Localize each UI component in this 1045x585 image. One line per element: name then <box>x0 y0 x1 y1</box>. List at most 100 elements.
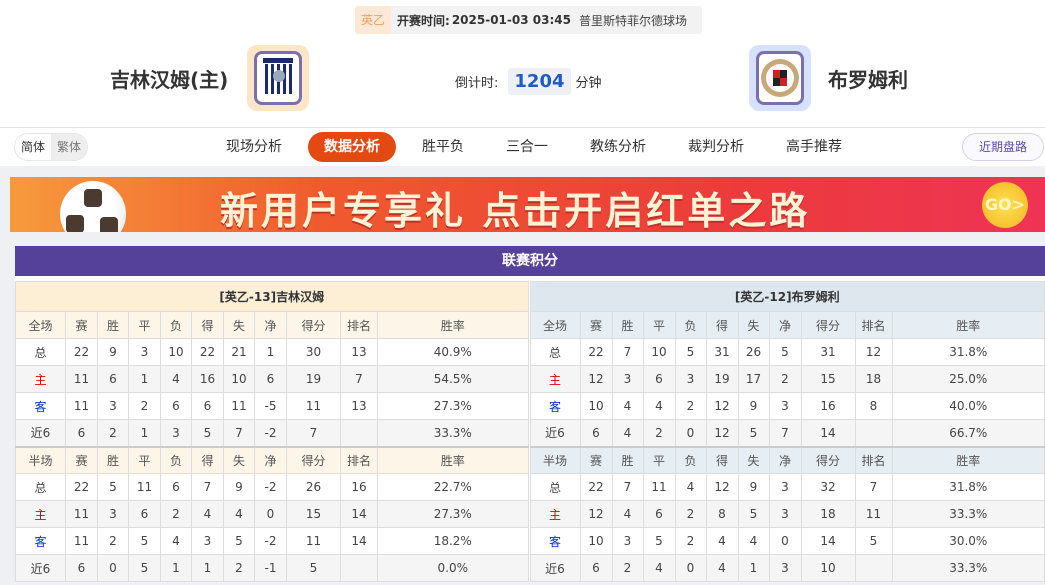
divider <box>0 127 1045 128</box>
tab-coach-analysis[interactable]: 教练分析 <box>590 139 646 155</box>
stat-cell: 3 <box>768 554 802 582</box>
stat-cell: 14 <box>800 527 856 555</box>
stat-cell: 7 <box>854 473 893 501</box>
stat-cell: 16 <box>340 473 378 501</box>
stat-cell: 6 <box>642 500 676 528</box>
stat-cell: 6 <box>642 365 676 393</box>
row-label: 客 <box>529 392 581 420</box>
tab-win-draw-loss[interactable]: 胜平负 <box>422 139 464 155</box>
tab-three-in-one[interactable]: 三合一 <box>506 139 548 155</box>
column-header: 得 <box>705 311 739 339</box>
stat-cell: 30 <box>286 338 341 366</box>
tab-referee-analysis[interactable]: 裁判分析 <box>688 139 744 155</box>
stat-cell <box>854 419 893 447</box>
standings-title: 联赛积分 <box>15 246 1045 276</box>
stat-cell: 11 <box>286 527 341 555</box>
stat-cell: 12 <box>579 500 613 528</box>
stat-cell: -5 <box>254 392 287 420</box>
stat-cell: 3 <box>768 392 802 420</box>
row-label: 近6 <box>15 419 66 447</box>
stat-cell: 33.3% <box>891 500 1045 528</box>
stat-cell: 2 <box>768 365 802 393</box>
stat-cell: 2 <box>611 554 644 582</box>
tab-data-analysis[interactable]: 数据分析 <box>308 132 396 162</box>
stat-cell: 10 <box>800 554 856 582</box>
tab-live-analysis[interactable]: 现场分析 <box>226 139 282 155</box>
stat-cell: 1 <box>128 365 161 393</box>
stat-cell: 10 <box>642 338 676 366</box>
soccer-ball-icon <box>60 181 126 232</box>
home-team-logo[interactable] <box>247 45 309 111</box>
stat-cell: 18 <box>800 500 856 528</box>
column-header: 全场 <box>15 311 66 339</box>
column-header: 平 <box>642 311 676 339</box>
stat-cell: 11 <box>65 365 98 393</box>
column-header: 半场 <box>15 445 66 474</box>
stat-cell: 1 <box>160 554 192 582</box>
column-header: 全场 <box>529 311 581 339</box>
team-standings-header: [英乙-13]吉林汉姆 <box>15 281 529 312</box>
column-header: 负 <box>674 311 707 339</box>
column-header: 平 <box>642 445 676 474</box>
stat-cell: 7 <box>611 338 644 366</box>
stat-cell <box>340 554 378 582</box>
stat-cell: 31.8% <box>891 473 1045 501</box>
kickoff-label: 开赛时间: <box>397 13 450 28</box>
tab-expert-picks[interactable]: 高手推荐 <box>786 139 842 155</box>
lang-simplified[interactable]: 简体 <box>15 134 52 160</box>
table-row: 近6 6 2 1 3 5 7 -2 7 33.3% <box>15 419 529 447</box>
home-team-name[interactable]: 吉林汉姆(主) <box>110 68 229 92</box>
lang-traditional[interactable]: 繁体 <box>51 134 88 160</box>
stat-cell: 5 <box>191 419 224 447</box>
stat-cell: 22 <box>579 473 613 501</box>
column-header: 排名 <box>854 311 893 339</box>
stat-cell: 10 <box>223 365 255 393</box>
league-badge[interactable]: 英乙 <box>355 6 392 34</box>
column-header: 平 <box>128 311 161 339</box>
team-standings-header: [英乙-12]布罗姆利 <box>529 281 1045 312</box>
stat-cell: 4 <box>223 500 255 528</box>
stat-cell: 11 <box>128 473 161 501</box>
stat-cell: 22.7% <box>377 473 529 501</box>
row-label: 总 <box>529 473 581 501</box>
column-header: 得分 <box>800 311 856 339</box>
row-label: 总 <box>15 473 66 501</box>
recent-odds-button[interactable]: 近期盘路 <box>962 133 1044 161</box>
stat-cell: 12 <box>705 473 739 501</box>
stat-cell: 11 <box>286 392 341 420</box>
promo-banner[interactable]: 新用户专享礼 点击开启红单之路 GO> <box>10 177 1045 232</box>
stat-cell: 5 <box>854 527 893 555</box>
table-row: 近6 6 2 4 0 4 1 3 10 33.3% <box>529 554 1045 582</box>
column-header: 得 <box>191 445 224 474</box>
banner-text: 新用户专享礼 点击开启红单之路 <box>220 189 811 232</box>
away-team-logo[interactable] <box>749 45 811 111</box>
column-header: 失 <box>223 311 255 339</box>
stat-cell: 9 <box>97 338 129 366</box>
stat-cell: 7 <box>223 419 255 447</box>
column-header: 排名 <box>340 311 378 339</box>
stat-cell: 0.0% <box>377 554 529 582</box>
stat-cell: 3 <box>611 527 644 555</box>
stat-cell: 11 <box>223 392 255 420</box>
stat-cell: 12 <box>854 338 893 366</box>
table-row: 主 11 6 1 4 16 10 6 19 7 54.5% <box>15 365 529 393</box>
stat-cell: 5 <box>128 527 161 555</box>
stat-cell: 14 <box>800 419 856 447</box>
stat-cell: 2 <box>128 392 161 420</box>
stat-cell: 6 <box>579 554 613 582</box>
column-header: 胜 <box>611 445 644 474</box>
stat-cell: 31 <box>705 338 739 366</box>
stat-cell: 5 <box>737 500 770 528</box>
stat-cell: 6 <box>191 392 224 420</box>
column-header: 排名 <box>854 445 893 474</box>
stat-cell: 3 <box>674 365 707 393</box>
away-team-name[interactable]: 布罗姆利 <box>828 68 908 92</box>
stat-cell: 4 <box>705 554 739 582</box>
go-coin-icon[interactable]: GO> <box>982 182 1028 228</box>
stat-cell: 22 <box>579 338 613 366</box>
stat-cell: 26 <box>737 338 770 366</box>
table-row: 主 12 3 6 3 19 17 2 15 18 25.0% <box>529 365 1045 393</box>
stat-cell: 4 <box>160 365 192 393</box>
column-header: 胜 <box>97 311 129 339</box>
stat-cell: 10 <box>160 338 192 366</box>
